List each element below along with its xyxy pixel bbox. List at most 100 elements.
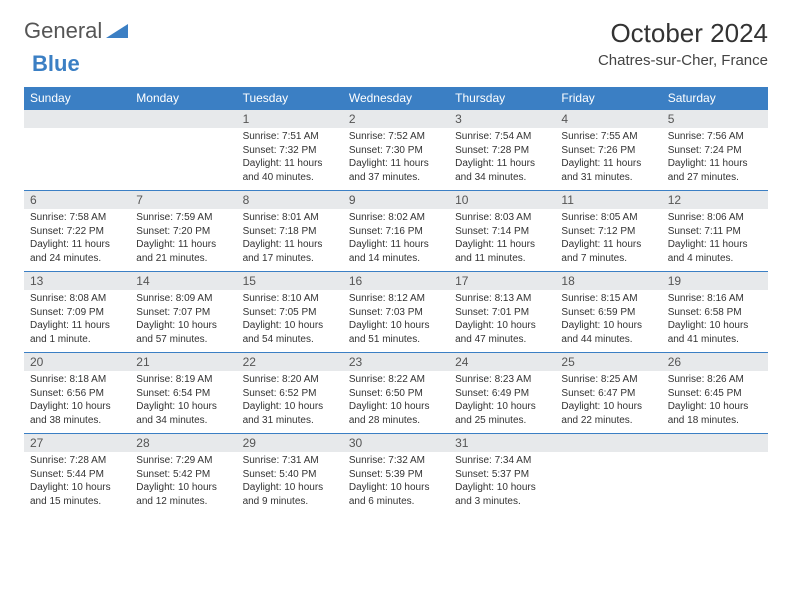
sunset-line: Sunset: 5:44 PM [30,468,124,482]
day-number-cell [555,434,661,453]
day-number-cell: 10 [449,191,555,210]
day-cell: Sunrise: 7:28 AMSunset: 5:44 PMDaylight:… [24,452,130,514]
daynum-row: 13141516171819 [24,272,768,291]
day-cell: Sunrise: 8:09 AMSunset: 7:07 PMDaylight:… [130,290,236,353]
sunset-line: Sunset: 6:52 PM [243,387,337,401]
sunset-line: Sunset: 5:39 PM [349,468,443,482]
daylight-line: Daylight: 10 hours and 34 minutes. [136,400,230,427]
day-cell [555,452,661,514]
day-number-cell: 3 [449,110,555,129]
day-number-cell: 26 [662,353,768,372]
logo-part2: Blue [32,51,80,76]
sunrise-line: Sunrise: 8:09 AM [136,292,230,306]
day-header-row: SundayMondayTuesdayWednesdayThursdayFrid… [24,87,768,110]
day-cell: Sunrise: 7:55 AMSunset: 7:26 PMDaylight:… [555,128,661,191]
sunrise-line: Sunrise: 8:25 AM [561,373,655,387]
sunrise-line: Sunrise: 8:19 AM [136,373,230,387]
day-header: Friday [555,87,661,110]
day-number-cell: 17 [449,272,555,291]
day-cell: Sunrise: 7:58 AMSunset: 7:22 PMDaylight:… [24,209,130,272]
sunrise-line: Sunrise: 8:13 AM [455,292,549,306]
day-number-cell: 20 [24,353,130,372]
title-block: October 2024 Chatres-sur-Cher, France [598,18,768,69]
day-number-cell: 24 [449,353,555,372]
day-number-cell: 16 [343,272,449,291]
day-number-cell: 2 [343,110,449,129]
sunrise-line: Sunrise: 8:22 AM [349,373,443,387]
daylight-line: Daylight: 11 hours and 40 minutes. [243,157,337,184]
daylight-line: Daylight: 10 hours and 25 minutes. [455,400,549,427]
sunset-line: Sunset: 6:50 PM [349,387,443,401]
daylight-line: Daylight: 10 hours and 9 minutes. [243,481,337,508]
week-row: Sunrise: 8:18 AMSunset: 6:56 PMDaylight:… [24,371,768,434]
daylight-line: Daylight: 11 hours and 31 minutes. [561,157,655,184]
daynum-row: 2728293031 [24,434,768,453]
daylight-line: Daylight: 10 hours and 6 minutes. [349,481,443,508]
sunset-line: Sunset: 6:56 PM [30,387,124,401]
sunset-line: Sunset: 6:45 PM [668,387,762,401]
sunset-line: Sunset: 6:47 PM [561,387,655,401]
sunrise-line: Sunrise: 8:10 AM [243,292,337,306]
sunrise-line: Sunrise: 8:02 AM [349,211,443,225]
day-cell: Sunrise: 7:52 AMSunset: 7:30 PMDaylight:… [343,128,449,191]
day-number-cell: 9 [343,191,449,210]
sunrise-line: Sunrise: 7:55 AM [561,130,655,144]
sunrise-line: Sunrise: 7:56 AM [668,130,762,144]
day-cell: Sunrise: 7:32 AMSunset: 5:39 PMDaylight:… [343,452,449,514]
sunset-line: Sunset: 7:11 PM [668,225,762,239]
sunset-line: Sunset: 7:22 PM [30,225,124,239]
day-number-cell: 29 [237,434,343,453]
day-number-cell [662,434,768,453]
month-title: October 2024 [598,18,768,49]
daylight-line: Daylight: 11 hours and 24 minutes. [30,238,124,265]
sunset-line: Sunset: 7:26 PM [561,144,655,158]
day-header: Saturday [662,87,768,110]
daylight-line: Daylight: 11 hours and 37 minutes. [349,157,443,184]
day-header: Monday [130,87,236,110]
day-cell: Sunrise: 7:59 AMSunset: 7:20 PMDaylight:… [130,209,236,272]
daylight-line: Daylight: 10 hours and 22 minutes. [561,400,655,427]
week-row: Sunrise: 7:58 AMSunset: 7:22 PMDaylight:… [24,209,768,272]
daylight-line: Daylight: 11 hours and 27 minutes. [668,157,762,184]
day-header: Sunday [24,87,130,110]
day-cell: Sunrise: 8:08 AMSunset: 7:09 PMDaylight:… [24,290,130,353]
sunset-line: Sunset: 7:24 PM [668,144,762,158]
day-cell: Sunrise: 8:23 AMSunset: 6:49 PMDaylight:… [449,371,555,434]
sunset-line: Sunset: 7:14 PM [455,225,549,239]
daylight-line: Daylight: 10 hours and 28 minutes. [349,400,443,427]
day-number-cell: 22 [237,353,343,372]
day-number-cell: 30 [343,434,449,453]
sunrise-line: Sunrise: 8:20 AM [243,373,337,387]
sunset-line: Sunset: 7:09 PM [30,306,124,320]
day-cell: Sunrise: 7:56 AMSunset: 7:24 PMDaylight:… [662,128,768,191]
day-number-cell: 23 [343,353,449,372]
day-cell: Sunrise: 8:01 AMSunset: 7:18 PMDaylight:… [237,209,343,272]
daylight-line: Daylight: 11 hours and 11 minutes. [455,238,549,265]
logo: General [24,18,130,44]
day-cell: Sunrise: 7:54 AMSunset: 7:28 PMDaylight:… [449,128,555,191]
sunset-line: Sunset: 6:58 PM [668,306,762,320]
day-number-cell: 6 [24,191,130,210]
day-number-cell: 19 [662,272,768,291]
day-cell: Sunrise: 8:20 AMSunset: 6:52 PMDaylight:… [237,371,343,434]
day-number-cell: 7 [130,191,236,210]
day-number-cell: 31 [449,434,555,453]
day-cell: Sunrise: 7:29 AMSunset: 5:42 PMDaylight:… [130,452,236,514]
sunrise-line: Sunrise: 8:12 AM [349,292,443,306]
sunrise-line: Sunrise: 8:15 AM [561,292,655,306]
week-row: Sunrise: 7:28 AMSunset: 5:44 PMDaylight:… [24,452,768,514]
daylight-line: Daylight: 10 hours and 18 minutes. [668,400,762,427]
sunset-line: Sunset: 7:30 PM [349,144,443,158]
week-row: Sunrise: 7:51 AMSunset: 7:32 PMDaylight:… [24,128,768,191]
day-cell: Sunrise: 8:22 AMSunset: 6:50 PMDaylight:… [343,371,449,434]
day-cell: Sunrise: 8:03 AMSunset: 7:14 PMDaylight:… [449,209,555,272]
sunrise-line: Sunrise: 7:34 AM [455,454,549,468]
day-number-cell: 13 [24,272,130,291]
day-cell: Sunrise: 8:15 AMSunset: 6:59 PMDaylight:… [555,290,661,353]
sunset-line: Sunset: 7:16 PM [349,225,443,239]
daylight-line: Daylight: 11 hours and 7 minutes. [561,238,655,265]
day-number-cell: 8 [237,191,343,210]
daylight-line: Daylight: 10 hours and 54 minutes. [243,319,337,346]
day-cell: Sunrise: 8:25 AMSunset: 6:47 PMDaylight:… [555,371,661,434]
day-cell: Sunrise: 7:31 AMSunset: 5:40 PMDaylight:… [237,452,343,514]
